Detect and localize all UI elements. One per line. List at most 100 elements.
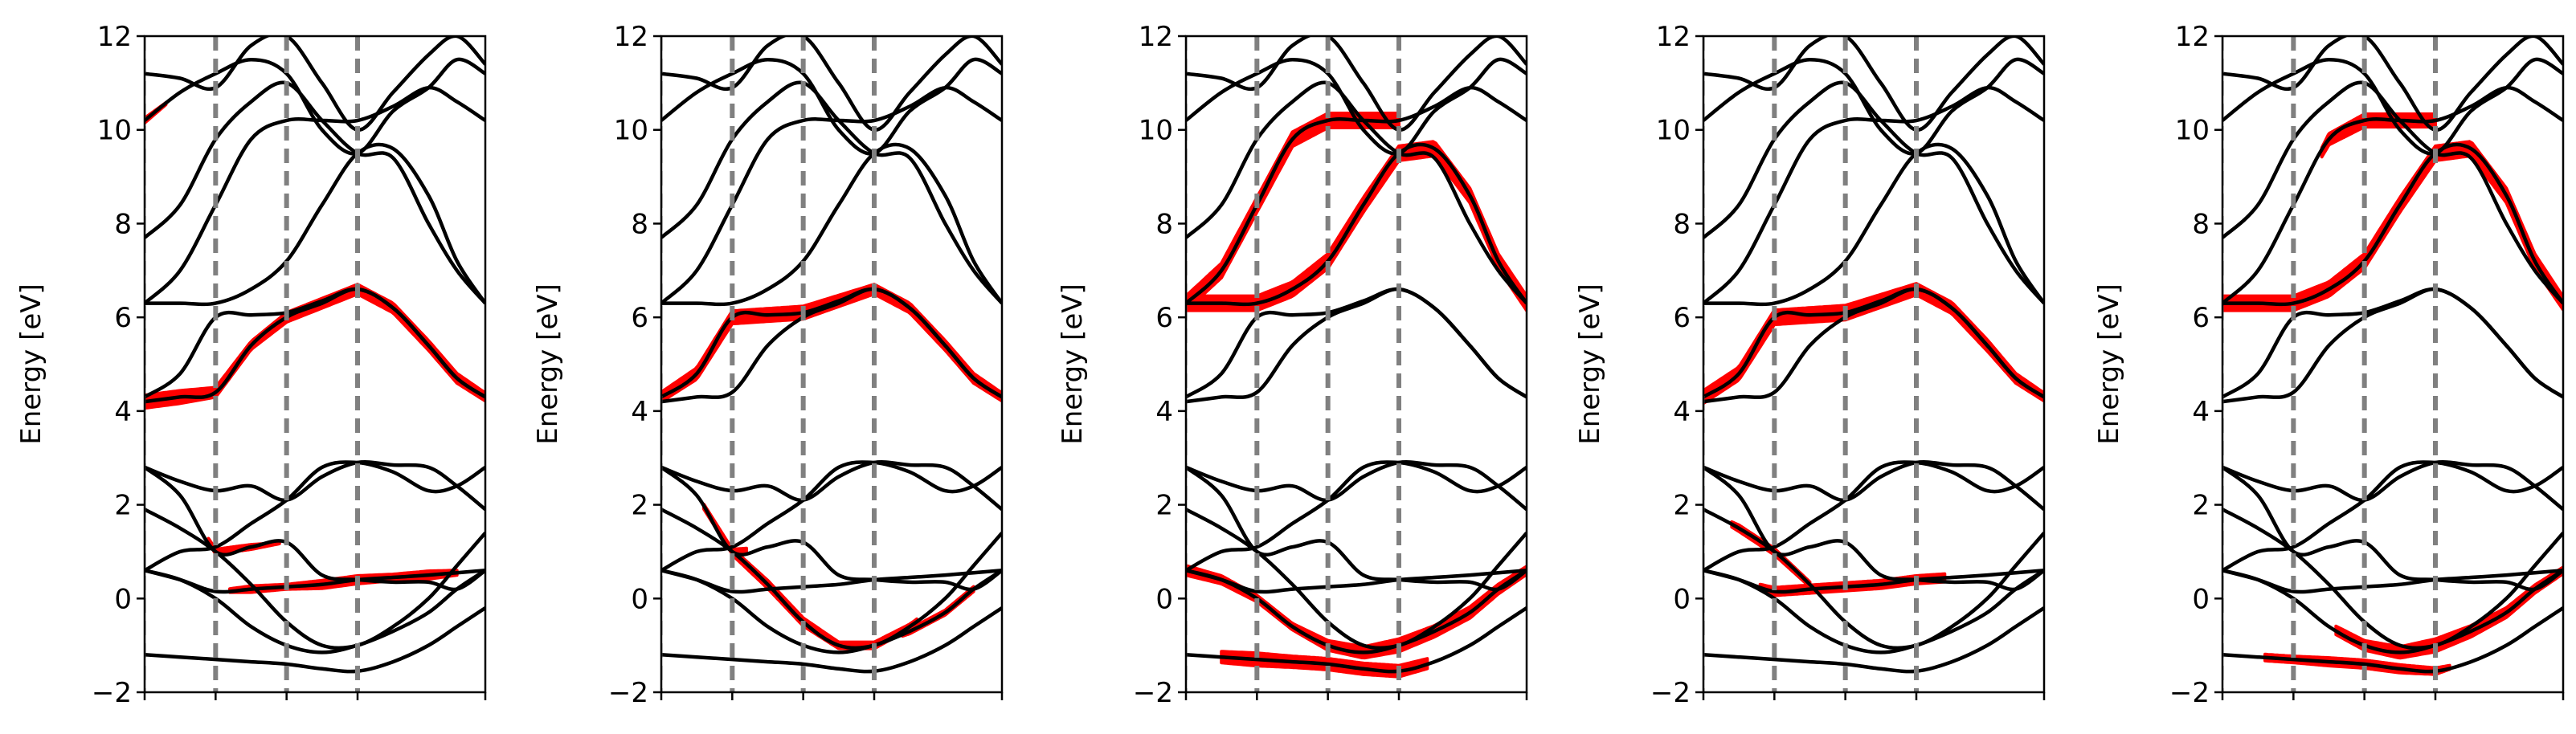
band-line-4 (145, 508, 485, 650)
band-line-14 (661, 36, 1002, 132)
panel-5: −2 0 2 4 6 8 10 12 Energy [eV] (2093, 21, 2565, 709)
plot-area (661, 36, 1002, 692)
band-line-12 (1703, 80, 2044, 305)
y-tick-label: 0 (114, 583, 132, 615)
y-tick-label: 2 (631, 490, 648, 522)
y-axis-label: Energy [eV] (15, 283, 47, 445)
band-line-2 (661, 569, 1002, 654)
band-line-3 (1703, 569, 2044, 594)
band-line-14 (1703, 36, 2044, 132)
band-line-6 (1186, 460, 1527, 512)
panel-3: −2 0 2 4 6 8 10 12 Energy [eV] (1057, 21, 1528, 709)
band-line-9 (1703, 287, 2044, 399)
band-line-7 (2222, 460, 2563, 573)
band-line-9 (1186, 287, 1527, 399)
y-tick-label: 10 (2175, 115, 2210, 147)
band-line-1 (145, 606, 485, 674)
y-tick-label: 2 (2192, 490, 2210, 522)
panel-4: −2 0 2 4 6 8 10 12 Energy [eV] (1574, 21, 2046, 709)
band-line-4 (2222, 508, 2563, 650)
band-line-3 (2222, 569, 2563, 594)
band-line-7 (145, 460, 485, 573)
band-line-3 (661, 569, 1002, 594)
y-tick-label: 8 (1155, 208, 1173, 240)
axes-frame (660, 35, 1004, 694)
y-tick-label: 6 (114, 302, 132, 334)
band-line-9 (661, 287, 1002, 399)
band-line-2 (2222, 569, 2563, 654)
y-axis-label: Energy [eV] (532, 283, 564, 445)
band-line-5 (145, 466, 485, 592)
y-tick-label: −2 (608, 677, 648, 709)
band-line-10 (1703, 142, 2044, 307)
band-line-13 (1703, 57, 2044, 156)
projection-band-1 (2222, 140, 2563, 312)
band-line-3 (145, 569, 485, 594)
band-line-11 (1186, 85, 1527, 305)
band-line-13 (1186, 57, 1527, 156)
band-line-12 (1186, 80, 1527, 305)
y-tick-label: 2 (114, 490, 132, 522)
y-axis-label: Energy [eV] (1574, 283, 1606, 445)
band-line-11 (145, 85, 485, 305)
y-tick-label: 12 (2175, 21, 2210, 53)
band-line-7 (1703, 460, 2044, 573)
y-tick-label: 12 (1139, 21, 1173, 53)
y-axis-label: Energy [eV] (1057, 283, 1089, 445)
band-line-1 (1703, 606, 2044, 674)
y-tick-label: 12 (97, 21, 132, 53)
band-line-12 (145, 80, 485, 305)
band-line-1 (1186, 606, 1527, 674)
band-line-5 (1186, 466, 1527, 592)
band-line-2 (1186, 569, 1527, 654)
band-line-5 (661, 466, 1002, 592)
plot-area (145, 36, 485, 692)
axes-frame (1702, 35, 2046, 694)
y-tick-label: 10 (1139, 115, 1173, 147)
band-line-10 (145, 142, 485, 307)
y-tick-label: −2 (1133, 677, 1173, 709)
band-line-6 (2222, 460, 2563, 512)
panel-2: −2 0 2 4 6 8 10 12 Energy [eV] (532, 21, 1004, 709)
y-tick-label: 4 (631, 396, 648, 428)
band-line-3 (1186, 569, 1527, 594)
y-tick-label: 10 (97, 115, 132, 147)
axes-frame (143, 35, 487, 694)
plot-area (1186, 36, 1527, 692)
y-tick-label: 8 (631, 208, 648, 240)
band-line-6 (1703, 460, 2044, 512)
panel-1: −2 0 2 4 6 8 10 12 Energy [eV] (15, 21, 487, 709)
band-line-1 (661, 606, 1002, 674)
y-tick-label: 6 (2192, 302, 2210, 334)
plot-area (1703, 36, 2044, 692)
projection-band-4 (1186, 564, 1527, 660)
band-line-9 (2222, 287, 2563, 399)
band-line-13 (145, 57, 485, 156)
y-tick-label: 10 (614, 115, 648, 147)
y-tick-label: 4 (1673, 396, 1691, 428)
band-line-11 (2222, 85, 2563, 305)
band-line-14 (2222, 36, 2563, 132)
y-tick-label: 6 (631, 302, 648, 334)
band-line-13 (661, 57, 1002, 156)
y-tick-label: 2 (1155, 490, 1173, 522)
y-tick-label: 8 (114, 208, 132, 240)
band-line-12 (2222, 80, 2563, 305)
y-tick-label: 12 (614, 21, 648, 53)
band-line-7 (661, 460, 1002, 573)
band-line-2 (145, 569, 485, 654)
y-tick-label: 0 (1673, 583, 1691, 615)
y-tick-label: −2 (92, 677, 132, 709)
plot-area (2222, 36, 2563, 692)
band-line-4 (1186, 508, 1527, 650)
axes-frame (1184, 35, 1528, 694)
band-line-5 (2222, 466, 2563, 592)
band-line-14 (1186, 36, 1527, 132)
y-tick-label: 2 (1673, 490, 1691, 522)
band-line-13 (2222, 57, 2563, 156)
band-line-2 (1703, 569, 2044, 654)
band-line-10 (661, 142, 1002, 307)
band-line-11 (1703, 85, 2044, 305)
y-tick-label: 6 (1155, 302, 1173, 334)
